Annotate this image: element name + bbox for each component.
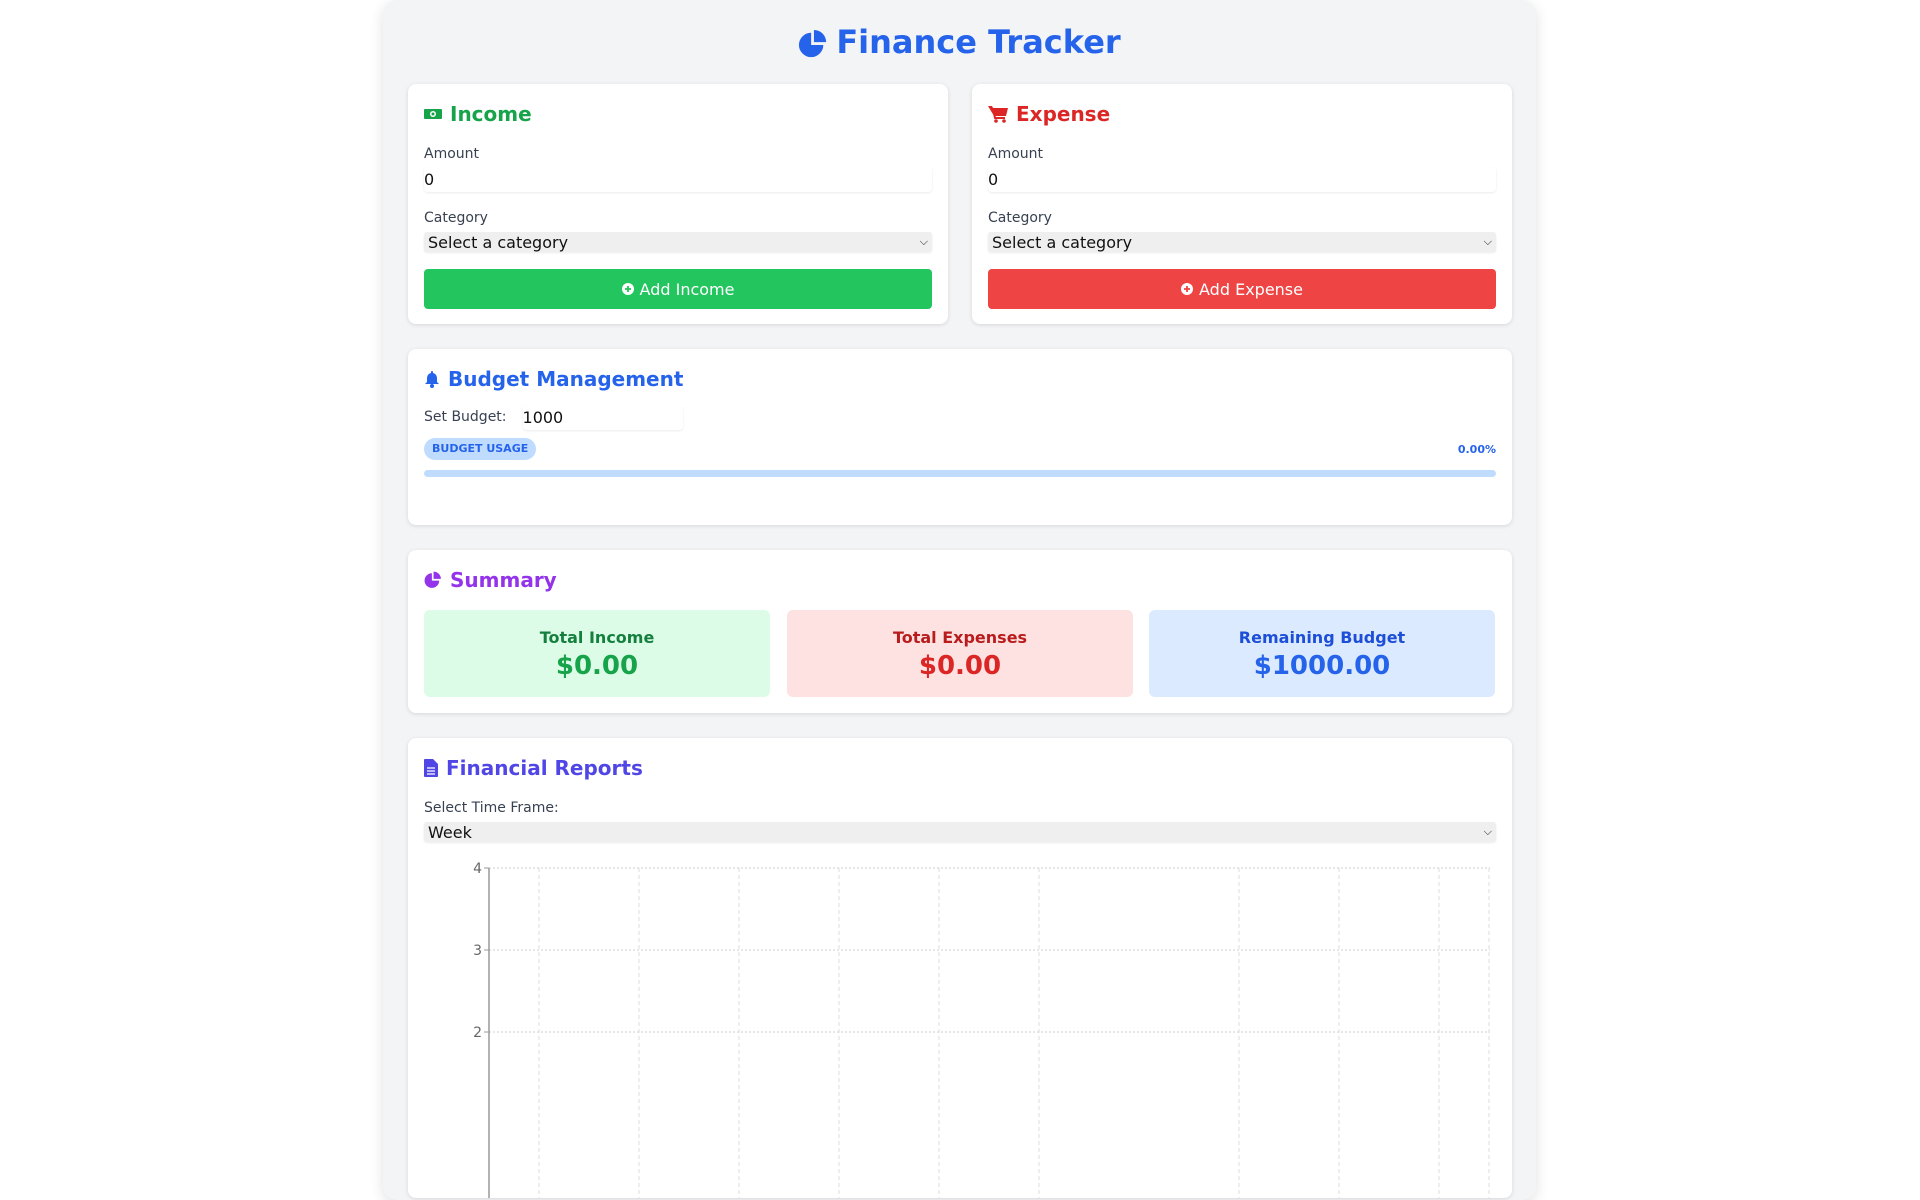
expense-category-label: Category <box>988 210 1052 226</box>
income-title: Income <box>450 102 532 126</box>
budget-title: Budget Management <box>448 367 684 391</box>
expense-category-select[interactable]: Select a category ⌵ <box>988 232 1496 252</box>
income-amount-input[interactable] <box>424 166 932 192</box>
plus-circle-icon <box>621 283 634 295</box>
set-budget-row: Set Budget: <box>424 404 1496 430</box>
chart-y-tick-label: 3 <box>473 943 482 959</box>
budget-usage-percent: 0.00% <box>1457 442 1496 456</box>
summary-card: Summary Total Income $0.00 Total Expense… <box>408 550 1512 713</box>
plus-circle-icon <box>1181 283 1194 295</box>
timeframe-label: Select Time Frame: <box>424 800 559 816</box>
total-income-label: Total Income <box>539 628 655 647</box>
budget-progress-bar <box>424 470 1496 477</box>
budget-heading: Budget Management <box>424 365 1496 393</box>
expense-amount-label: Amount <box>988 146 1044 162</box>
total-expenses-value: $0.00 <box>918 651 1002 681</box>
income-category-label: Category <box>424 210 488 226</box>
remaining-budget-value: $1000.00 <box>1253 651 1391 681</box>
chevron-down-icon: ⌵ <box>1483 235 1492 248</box>
app-container: Finance Tracker Income Amount Category S… <box>383 0 1536 1200</box>
income-category-value: Select a category <box>428 232 569 252</box>
budget-card: Budget Management Set Budget: BUDGET USA… <box>408 349 1512 525</box>
budget-usage-badge: BUDGET USAGE <box>424 438 537 460</box>
income-amount-label: Amount <box>424 146 480 162</box>
total-expenses-label: Total Expenses <box>892 628 1028 647</box>
income-heading: Income <box>424 100 932 128</box>
chevron-down-icon: ⌵ <box>1483 825 1492 838</box>
income-category-select[interactable]: Select a category ⌵ <box>424 232 932 252</box>
expense-title: Expense <box>1016 102 1111 126</box>
add-expense-button[interactable]: Add Expense <box>988 269 1496 309</box>
add-expense-label: Add Expense <box>1199 279 1303 299</box>
total-expenses-box: Total Expenses $0.00 <box>787 610 1133 697</box>
income-card: Income Amount Category Select a category… <box>408 84 948 324</box>
reports-title: Financial Reports <box>446 756 643 780</box>
money-bill-icon <box>424 109 442 119</box>
chevron-down-icon: ⌵ <box>919 235 928 248</box>
chart-pie-icon <box>424 571 441 588</box>
expense-category-value: Select a category <box>992 232 1133 252</box>
budget-usage-row: BUDGET USAGE 0.00% <box>424 438 1496 460</box>
remaining-budget-box: Remaining Budget $1000.00 <box>1149 610 1495 697</box>
chart-y-tick-label: 4 <box>473 861 482 877</box>
timeframe-value: Week <box>428 822 472 842</box>
total-income-value: $0.00 <box>555 651 639 681</box>
summary-heading: Summary <box>424 566 1496 594</box>
budget-input[interactable] <box>522 404 683 430</box>
expense-card: Expense Amount Category Select a categor… <box>972 84 1512 324</box>
bell-icon <box>425 371 439 388</box>
timeframe-select[interactable]: Week ⌵ <box>424 822 1496 842</box>
expense-heading: Expense <box>988 100 1496 128</box>
summary-title: Summary <box>450 568 557 592</box>
reports-card: Financial Reports Select Time Frame: Wee… <box>408 738 1512 1198</box>
title-text: Finance Tracker <box>836 23 1121 61</box>
chart-y-tick-label: 2 <box>473 1025 482 1041</box>
add-income-button[interactable]: Add Income <box>424 269 932 309</box>
shopping-cart-icon <box>988 106 1008 123</box>
page-title: Finance Tracker <box>383 20 1536 64</box>
total-income-box: Total Income $0.00 <box>424 610 770 697</box>
chart-pie-icon <box>799 29 827 58</box>
report-chart: 4 3 2 <box>473 861 1490 1198</box>
remaining-budget-label: Remaining Budget <box>1238 628 1406 647</box>
reports-heading: Financial Reports <box>424 754 1496 782</box>
add-income-label: Add Income <box>639 279 735 299</box>
expense-amount-input[interactable] <box>988 166 1496 192</box>
set-budget-label: Set Budget: <box>424 409 507 425</box>
file-icon <box>424 759 438 777</box>
